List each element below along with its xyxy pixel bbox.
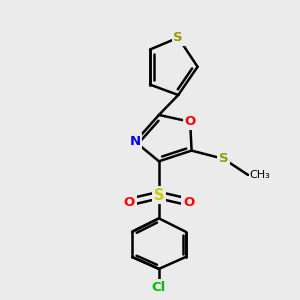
Text: Cl: Cl	[152, 281, 166, 294]
Text: O: O	[124, 196, 135, 208]
Text: O: O	[184, 115, 196, 128]
Text: N: N	[130, 135, 141, 148]
Text: S: S	[154, 188, 164, 203]
Text: O: O	[183, 196, 194, 208]
Text: CH₃: CH₃	[250, 170, 270, 180]
Text: S: S	[219, 152, 229, 165]
Text: S: S	[173, 31, 183, 44]
